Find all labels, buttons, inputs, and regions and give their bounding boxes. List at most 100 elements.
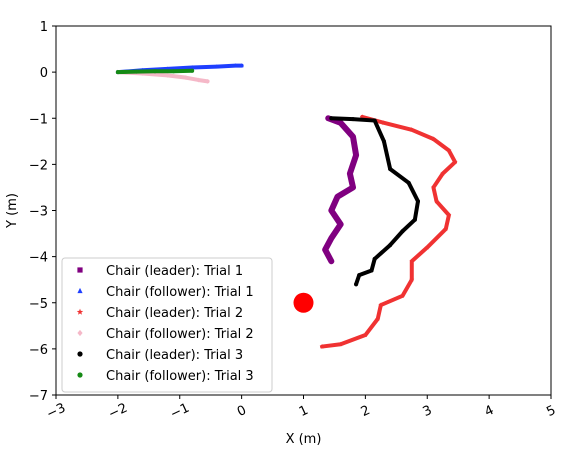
data-point [239, 63, 244, 68]
legend-marker [77, 329, 83, 337]
data-point [329, 208, 334, 213]
data-point [359, 114, 365, 119]
data-point [354, 282, 359, 287]
x-tick-label: 3 [421, 403, 435, 420]
data-point [424, 244, 430, 250]
x-tick-label: −2 [106, 401, 130, 423]
legend-label: Chair (leader): Trial 1 [106, 264, 243, 279]
y-tick-label: 0 [40, 66, 48, 81]
x-tick-label: −1 [168, 401, 192, 423]
data-point [400, 293, 405, 298]
legend-label: Chair (follower): Trial 2 [106, 327, 254, 342]
data-point [134, 69, 139, 74]
data-point [388, 166, 393, 171]
data-point [153, 69, 157, 74]
data-point [335, 194, 340, 199]
series-1 [322, 115, 360, 265]
data-point [372, 118, 377, 123]
y-tick-label: −2 [29, 158, 48, 173]
legend: Chair (leader): Trial 1 Chair (follower):… [61, 257, 273, 393]
plot-layer [115, 63, 458, 349]
x-tick-label: 1 [297, 403, 311, 420]
x-tick-label: 0 [235, 403, 249, 420]
data-point [347, 171, 352, 176]
y-tick-label: −1 [29, 112, 48, 127]
data-point [434, 198, 439, 204]
data-point [319, 343, 325, 349]
target-marker [293, 292, 314, 313]
data-point [357, 273, 362, 278]
data-point [354, 153, 359, 158]
data-point [171, 69, 176, 74]
data-point [381, 139, 386, 144]
data-point [323, 247, 328, 252]
y-axis-label: Y (m) [5, 193, 20, 229]
series-3 [319, 114, 458, 349]
data-point [412, 217, 417, 222]
data-point [351, 134, 355, 139]
data-point [430, 184, 436, 190]
data-point [372, 256, 377, 261]
y-tick-label: −4 [29, 251, 48, 266]
series-6 [115, 68, 195, 75]
x-tick-label: 5 [544, 403, 558, 420]
data-point [406, 180, 411, 185]
data-point [214, 64, 219, 69]
data-point [190, 65, 195, 70]
data-point [375, 316, 381, 321]
data-point [338, 222, 343, 227]
data-point [165, 72, 170, 78]
data-point [409, 277, 415, 282]
legend-marker [76, 308, 84, 315]
data-point [415, 199, 420, 204]
data-point [183, 75, 188, 81]
legend-label: Chair (leader): Trial 2 [106, 306, 243, 321]
y-tick-label: −6 [29, 343, 48, 358]
legend-marker [77, 287, 83, 294]
legend-marker [77, 351, 83, 357]
legend-label: Chair (follower): Trial 1 [106, 285, 254, 300]
data-point [381, 120, 387, 125]
data-point [400, 229, 405, 234]
data-point [196, 77, 201, 83]
data-point [388, 243, 393, 248]
data-point [378, 302, 384, 308]
legend-box [61, 257, 273, 393]
data-point [409, 127, 415, 132]
data-point [362, 332, 368, 338]
y-tick-label: −3 [29, 205, 48, 220]
data-point [446, 147, 452, 153]
x-axis-label: X (m) [286, 432, 322, 447]
data-point [338, 341, 344, 347]
data-point [452, 159, 458, 165]
data-point [326, 116, 331, 121]
data-point [443, 226, 449, 232]
data-point [190, 68, 195, 73]
data-point [351, 185, 355, 190]
legend-marker [77, 372, 83, 378]
data-point [430, 136, 436, 142]
data-point [409, 258, 415, 264]
x-tick-label: 2 [359, 403, 373, 420]
y-tick-label: 1 [40, 20, 48, 35]
data-point [329, 236, 334, 241]
y-tick-label: −5 [29, 297, 48, 312]
series-line [320, 114, 458, 349]
data-point [140, 71, 145, 76]
x-tick-label: −3 [44, 401, 68, 423]
legend-label: Chair (leader): Trial 3 [106, 348, 243, 363]
data-point [351, 117, 355, 122]
data-point [440, 171, 446, 176]
x-tick-label: 4 [482, 403, 496, 420]
data-point [446, 212, 452, 218]
data-point [115, 70, 120, 75]
data-point [205, 78, 210, 84]
series-5 [329, 116, 420, 287]
data-point [233, 63, 238, 68]
data-point [329, 116, 334, 121]
legend-marker [77, 267, 83, 273]
y-tick-label: −7 [29, 389, 48, 404]
legend-label: Chair (follower): Trial 3 [106, 369, 254, 384]
